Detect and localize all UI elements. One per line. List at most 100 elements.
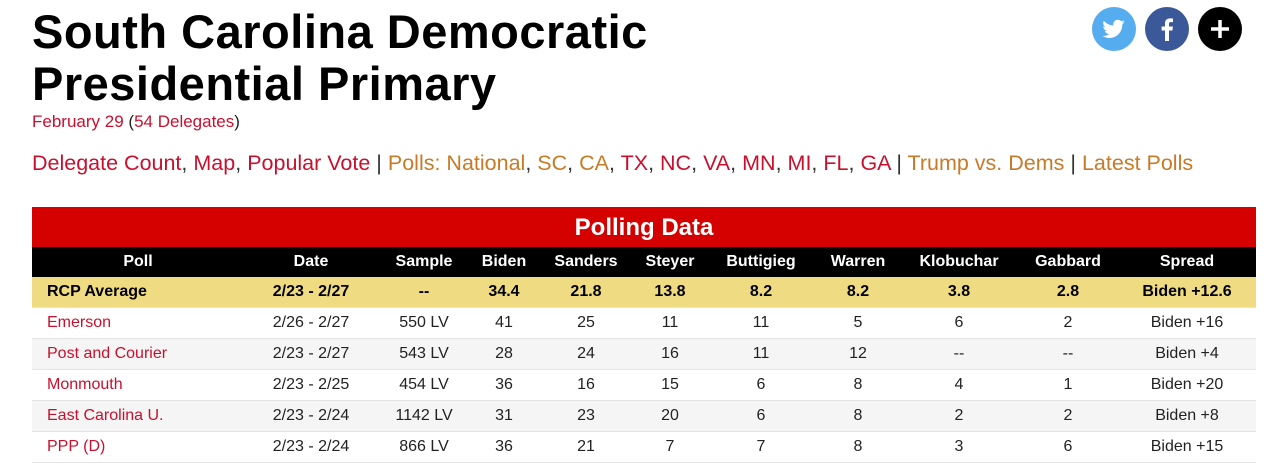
group-separator: |	[1070, 151, 1076, 175]
cell: 36	[470, 369, 538, 401]
cell: 24	[538, 338, 634, 370]
cell: 8.2	[706, 277, 816, 308]
poll-row: Post and Courier 2/23 - 2/27 543 LV 28 24 16 1…	[32, 338, 1256, 370]
column-header: Biden	[470, 247, 538, 277]
nav-link[interactable]: Delegate Count	[32, 151, 182, 175]
cell: 2	[900, 400, 1018, 432]
nav-link[interactable]: CA	[579, 151, 609, 175]
poll-name[interactable]: PPP (D)	[32, 431, 244, 463]
item-separator: ,	[567, 151, 574, 175]
cell: 20	[634, 400, 706, 432]
cell: 4	[900, 369, 1018, 401]
nav-link[interactable]: Polls: National	[387, 151, 526, 175]
group-separator: |	[896, 151, 902, 175]
paren: (	[128, 112, 135, 131]
item-separator: ,	[648, 151, 655, 175]
nav-link[interactable]: NC	[660, 151, 692, 175]
column-header: Poll	[32, 247, 244, 277]
subtitle: February 29 (54 Delegates)	[32, 112, 240, 132]
cell: 23	[538, 400, 634, 432]
date-link[interactable]: February 29	[32, 112, 124, 131]
cell: 25	[538, 307, 634, 339]
cell: 543 LV	[378, 338, 470, 370]
facebook-button[interactable]	[1145, 7, 1189, 51]
item-separator: ,	[181, 151, 188, 175]
cell: 5	[816, 307, 900, 339]
cell: 8	[816, 400, 900, 432]
item-separator: ,	[848, 151, 855, 175]
nav-link[interactable]: MI	[787, 151, 812, 175]
cell: 28	[470, 338, 538, 370]
cell: 12	[816, 338, 900, 370]
nav-bar: Delegate Count, Map, Popular Vote | Poll…	[32, 151, 1193, 176]
poll-name[interactable]: East Carolina U.	[32, 400, 244, 432]
poll-row: Emerson 2/26 - 2/27 550 LV 41 25 11 11 5 6 2 Biden…	[32, 307, 1256, 339]
cell: 2/23 - 2/27	[244, 277, 378, 308]
delegates-link[interactable]: 54 Delegates	[134, 112, 235, 131]
item-separator: ,	[730, 151, 737, 175]
column-header: Sample	[378, 247, 470, 277]
cell: 21.8	[538, 277, 634, 308]
cell: 2.8	[1018, 277, 1118, 308]
paren: )	[234, 112, 240, 131]
social-icons	[1092, 7, 1242, 51]
poll-name[interactable]: Emerson	[32, 307, 244, 339]
cell: 15	[634, 369, 706, 401]
share-button[interactable]	[1198, 7, 1242, 51]
column-header: Spread	[1118, 247, 1256, 277]
nav-link[interactable]: GA	[860, 151, 891, 175]
cell: 2/26 - 2/27	[244, 307, 378, 339]
nav-link[interactable]: TX	[620, 151, 649, 175]
cell: 2/23 - 2/24	[244, 400, 378, 432]
cell: 11	[634, 307, 706, 339]
poll-name[interactable]: Monmouth	[32, 369, 244, 401]
polling-table-wrap: Polling Data Poll Date Sample Biden Sanders S…	[32, 207, 1256, 463]
cell: Biden +4	[1118, 338, 1256, 370]
item-separator: ,	[691, 151, 698, 175]
twitter-button[interactable]	[1092, 7, 1136, 51]
cell: 1	[1018, 369, 1118, 401]
cell: 41	[470, 307, 538, 339]
cell: 11	[706, 307, 816, 339]
average-row: RCP Average 2/23 - 2/27 -- 34.4 21.8 13.8 8.2 8…	[32, 277, 1256, 308]
poll-name[interactable]: Post and Courier	[32, 338, 244, 370]
cell: 2	[1018, 307, 1118, 339]
cell: --	[1018, 338, 1118, 370]
cell: 13.8	[634, 277, 706, 308]
nav-link[interactable]: Popular Vote	[247, 151, 371, 175]
cell: 8.2	[816, 277, 900, 308]
item-separator: ,	[609, 151, 615, 175]
header-row: Poll Date Sample Biden Sanders Steyer Buttigie…	[32, 247, 1256, 277]
cell: 16	[538, 369, 634, 401]
cell: 3.8	[900, 277, 1018, 308]
cell: 3	[900, 431, 1018, 463]
cell: 866 LV	[378, 431, 470, 463]
nav-link[interactable]: Map	[193, 151, 236, 175]
cell: 6	[706, 369, 816, 401]
nav-link[interactable]: SC	[537, 151, 568, 175]
group-separator: |	[376, 151, 382, 175]
polling-table: Poll Date Sample Biden Sanders Steyer Buttigie…	[32, 247, 1256, 463]
nav-link[interactable]: Trump vs. Dems	[907, 151, 1065, 175]
nav-link[interactable]: VA	[703, 151, 731, 175]
cell: 2/23 - 2/24	[244, 431, 378, 463]
page-title: South Carolina Democratic Presidential P…	[32, 5, 648, 110]
nav-link[interactable]: Latest Polls	[1081, 151, 1194, 175]
poll-row: PPP (D) 2/23 - 2/24 866 LV 36 21 7 7 8 3 6 Biden +…	[32, 431, 1256, 463]
nav-link[interactable]: MN	[742, 151, 776, 175]
item-separator: ,	[811, 151, 818, 175]
cell: 550 LV	[378, 307, 470, 339]
column-header: Klobuchar	[900, 247, 1018, 277]
nav-link[interactable]: FL	[823, 151, 849, 175]
cell: Biden +20	[1118, 369, 1256, 401]
cell: Biden +8	[1118, 400, 1256, 432]
cell: 31	[470, 400, 538, 432]
cell: 7	[634, 431, 706, 463]
cell: 2/23 - 2/25	[244, 369, 378, 401]
cell: 6	[900, 307, 1018, 339]
poll-row: Monmouth 2/23 - 2/25 454 LV 36 16 15 6 8 4 1 Biden…	[32, 369, 1256, 401]
cell: 2	[1018, 400, 1118, 432]
cell: Biden +12.6	[1118, 277, 1256, 308]
table-body: RCP Average 2/23 - 2/27 -- 34.4 21.8 13.8 8.2 8…	[32, 277, 1256, 463]
